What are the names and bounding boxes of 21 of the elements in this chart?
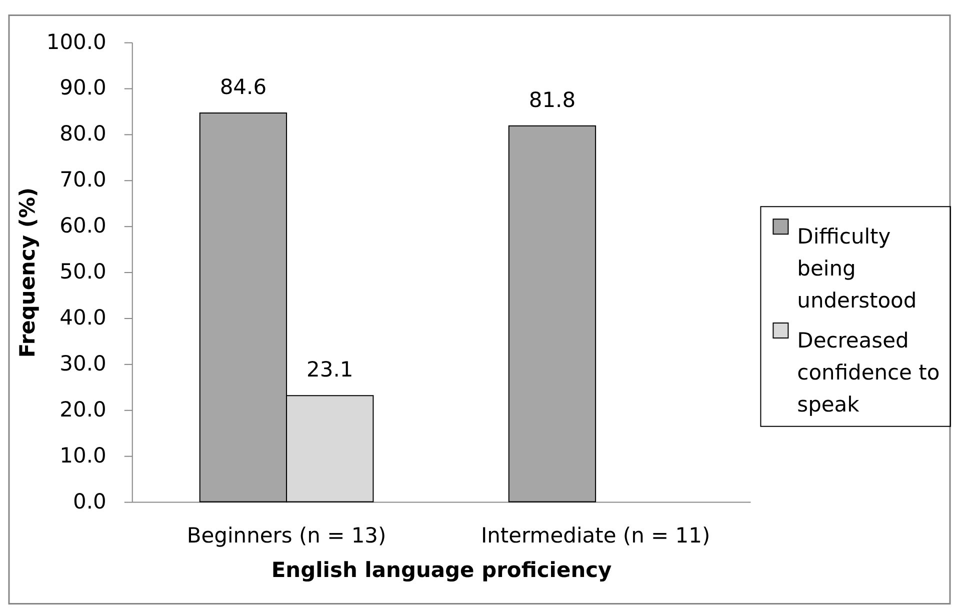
- y-tick-label: 40.0: [60, 305, 106, 330]
- data-label: 84.6: [220, 75, 267, 100]
- y-tick-label: 70.0: [60, 168, 106, 192]
- x-tick-label: Intermediate (n = 11): [480, 523, 710, 548]
- y-tick-label: 20.0: [60, 397, 106, 422]
- y-tick-label: 50.0: [60, 260, 106, 284]
- y-tick-label: 100.0: [46, 30, 106, 54]
- y-axis-title: Frequency (%): [15, 187, 40, 358]
- y-tick-label: 60.0: [60, 214, 106, 238]
- legend-label: Difficulty being understood: [797, 224, 917, 312]
- y-tick-label: 10.0: [60, 443, 106, 468]
- data-label: 23.1: [306, 358, 354, 382]
- x-axis-title: English language proficiency: [271, 558, 612, 582]
- bar: [508, 125, 596, 502]
- y-tick-label: 0.0: [73, 489, 106, 514]
- y-tick-label: 80.0: [60, 122, 106, 146]
- x-tick-label: Beginners (n = 13): [186, 523, 386, 548]
- legend-label: Decreased confidence to speak: [797, 328, 940, 416]
- data-label: 81.8: [528, 88, 576, 112]
- y-tick-label: 30.0: [60, 351, 106, 376]
- y-tick-label: 90.0: [60, 76, 106, 100]
